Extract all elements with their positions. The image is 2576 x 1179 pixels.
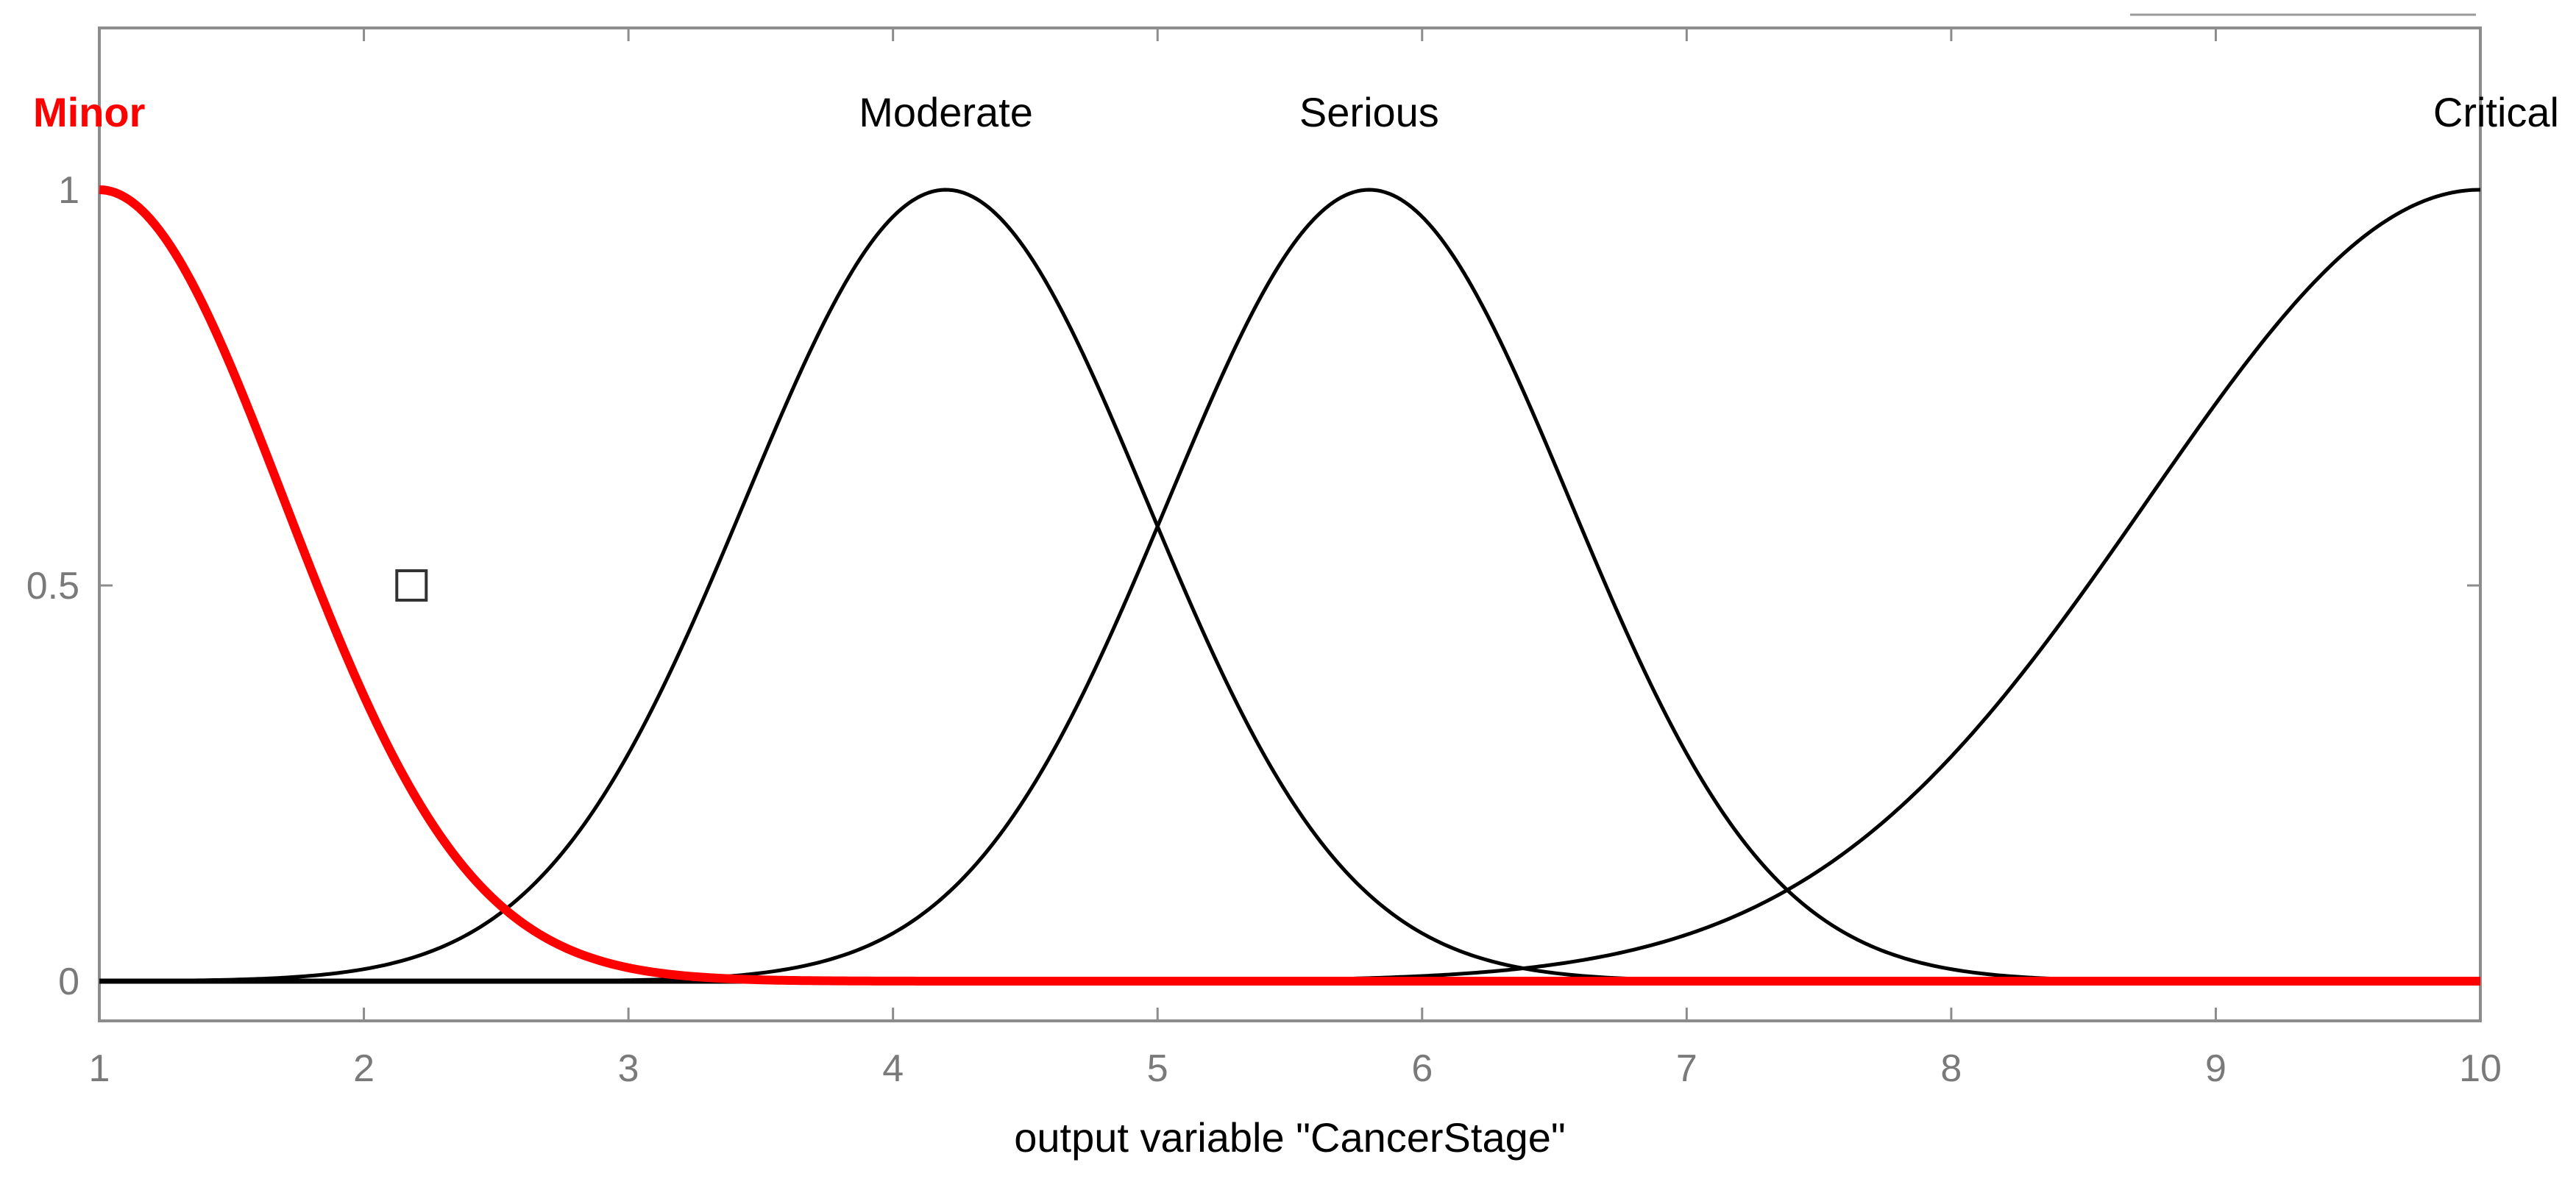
x-tick-label: 2: [353, 1047, 375, 1090]
selection-handle[interactable]: [395, 569, 428, 602]
x-tick-label: 7: [1676, 1047, 1697, 1090]
x-tick-label: 4: [882, 1047, 904, 1090]
x-tick-label: 6: [1411, 1047, 1433, 1090]
x-tick-label: 10: [2459, 1047, 2502, 1090]
y-tick-label: 1: [58, 169, 79, 212]
mf-label-serious[interactable]: Serious: [1299, 89, 1439, 135]
mf-label-critical[interactable]: Critical: [2433, 89, 2559, 135]
curves-layer: [99, 185, 2481, 986]
y-tick-label: 0.5: [26, 565, 79, 608]
mf-curve-minor[interactable]: [99, 185, 2481, 986]
plot-frame: [98, 26, 2482, 1022]
x-tick-label: 8: [1940, 1047, 1962, 1090]
x-axis-title: output variable "CancerStage": [1014, 1114, 1566, 1161]
x-tick-label: 5: [1147, 1047, 1168, 1090]
x-tick-label: 3: [618, 1047, 639, 1090]
mf-label-moderate[interactable]: Moderate: [859, 89, 1033, 135]
y-tick-label: 0: [58, 961, 79, 1003]
labels-layer: Minor Moderate Serious Critical: [33, 89, 2559, 135]
mf-label-minor[interactable]: Minor: [33, 89, 145, 135]
x-tick-label: 9: [2205, 1047, 2226, 1090]
x-tick-label: 1: [89, 1047, 110, 1090]
